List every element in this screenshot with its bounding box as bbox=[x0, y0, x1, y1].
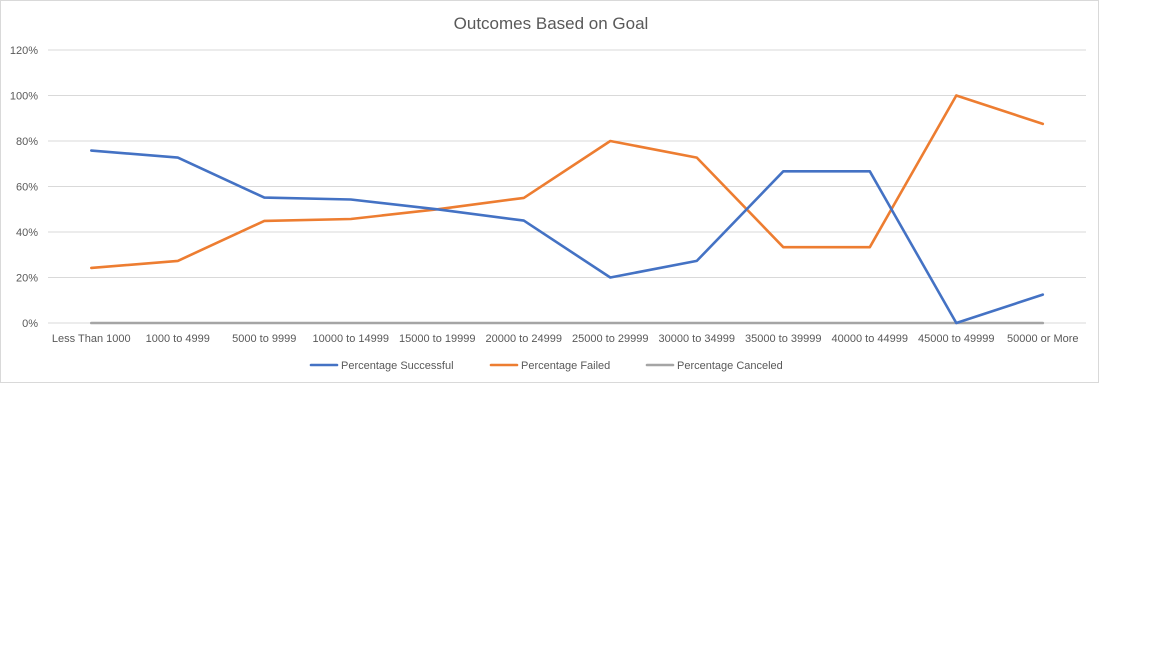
x-tick-label: 1000 to 4999 bbox=[146, 333, 210, 345]
x-tick-label: 25000 to 29999 bbox=[572, 333, 648, 345]
x-axis-ticks: Less Than 1000 1000 to 4999 5000 to 9999 10… bbox=[52, 333, 1079, 345]
x-tick-label: 45000 to 49999 bbox=[918, 333, 994, 345]
x-tick-label: Less Than 1000 bbox=[52, 333, 131, 345]
y-axis-ticks: 0% 20% 40% 60% 80% 100% 120% bbox=[10, 45, 38, 330]
line-chart: Outcomes Based on Goal 0% 20% 40% 60% 80% 100… bbox=[10, 14, 1086, 372]
x-tick-label: 20000 to 24999 bbox=[486, 333, 562, 345]
x-tick-label: 10000 to 14999 bbox=[313, 333, 389, 345]
y-tick-label: 40% bbox=[16, 227, 38, 239]
x-tick-label: 15000 to 19999 bbox=[399, 333, 475, 345]
legend: Percentage Successful Percentage Failed Pe… bbox=[309, 360, 783, 372]
x-tick-label: 5000 to 9999 bbox=[232, 333, 296, 345]
gridlines bbox=[48, 49, 1086, 324]
x-tick-label: 30000 to 34999 bbox=[659, 333, 735, 345]
y-tick-label: 60% bbox=[16, 182, 38, 194]
y-tick-label: 20% bbox=[16, 273, 38, 285]
y-tick-label: 0% bbox=[22, 318, 38, 330]
x-tick-label: 40000 to 44999 bbox=[832, 333, 908, 345]
series-line-1 bbox=[90, 94, 1045, 270]
x-tick-label: 50000 or More bbox=[1007, 333, 1079, 345]
chart-title: Outcomes Based on Goal bbox=[454, 14, 649, 33]
y-tick-label: 100% bbox=[10, 91, 38, 103]
chart-frame: Outcomes Based on Goal 0% 20% 40% 60% 80% 100… bbox=[0, 0, 1099, 383]
y-tick-label: 120% bbox=[10, 45, 38, 57]
legend-label: Percentage Failed bbox=[521, 360, 610, 372]
series-line-0 bbox=[90, 149, 1045, 325]
y-tick-label: 80% bbox=[16, 136, 38, 148]
legend-label: Percentage Canceled bbox=[677, 360, 783, 372]
series-lines bbox=[90, 94, 1045, 325]
x-tick-label: 35000 to 39999 bbox=[745, 333, 821, 345]
legend-label: Percentage Successful bbox=[341, 360, 454, 372]
